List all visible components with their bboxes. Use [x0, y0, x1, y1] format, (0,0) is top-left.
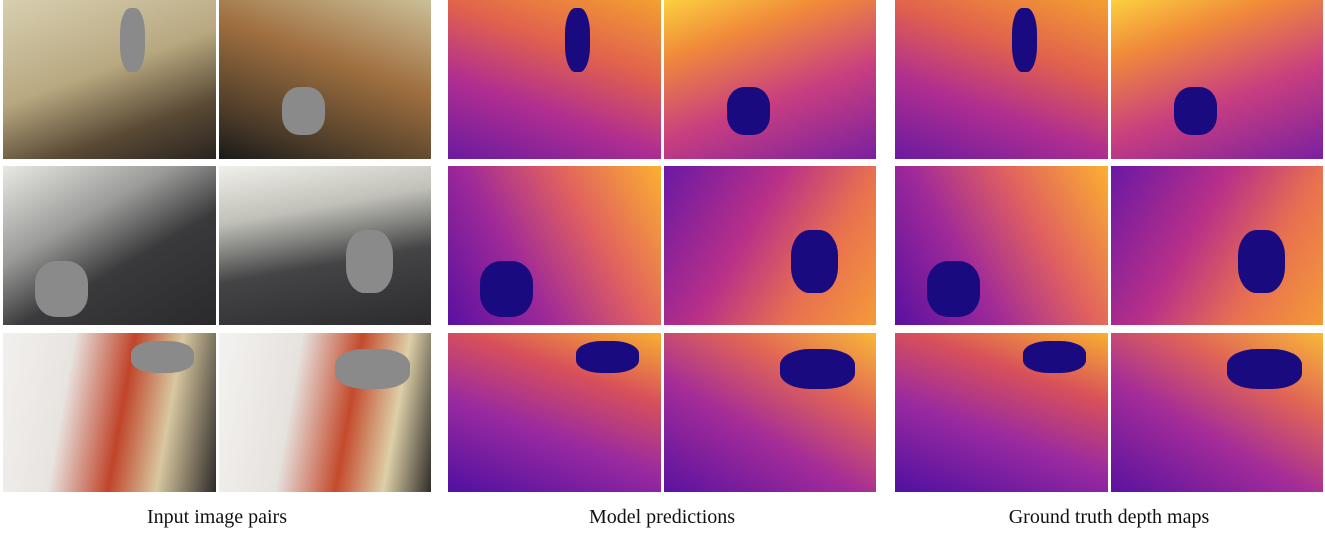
- caption: Ground truth depth maps: [1008, 506, 1210, 528]
- image-pair: [3, 333, 431, 492]
- invalid-region: [1011, 7, 1038, 72]
- invalid-region: [1238, 229, 1285, 294]
- depth-map: [1110, 0, 1323, 159]
- depth-map: [895, 333, 1108, 492]
- image-pair: [3, 0, 431, 159]
- invalid-region: [575, 340, 640, 373]
- image-pair: [448, 333, 876, 492]
- image-pair: [448, 0, 876, 159]
- depth-map: [895, 0, 1108, 159]
- depth-map: [663, 333, 876, 492]
- depth-map: [448, 166, 661, 325]
- invalid-region: [780, 348, 855, 389]
- missing-depth: [335, 348, 410, 389]
- missing-depth: [119, 7, 146, 72]
- missing-depth: [130, 340, 195, 373]
- caption: Model predictions: [588, 506, 736, 528]
- invalid-region: [479, 261, 533, 318]
- input-image: [3, 0, 216, 159]
- depth-map: [663, 0, 876, 159]
- invalid-region: [1022, 340, 1087, 373]
- invalid-region: [926, 261, 980, 318]
- input-image: [218, 333, 431, 492]
- input-image: [218, 166, 431, 325]
- missing-depth: [346, 229, 393, 294]
- depth-map: [448, 333, 661, 492]
- input-image: [3, 166, 216, 325]
- input-image: [3, 333, 216, 492]
- image-pair: [895, 333, 1323, 492]
- missing-depth: [282, 87, 325, 136]
- input-image: [218, 0, 431, 159]
- image-pair: [448, 166, 876, 325]
- invalid-region: [564, 7, 591, 72]
- depth-map: [663, 166, 876, 325]
- caption: Input image pairs: [147, 506, 287, 528]
- input-column: Input image pairs: [3, 0, 431, 535]
- depth-map: [448, 0, 661, 159]
- missing-depth: [34, 261, 88, 318]
- depth-map: [1110, 166, 1323, 325]
- ground-truth-column: Ground truth depth maps: [895, 0, 1323, 535]
- prediction-column: Model predictions: [448, 0, 876, 535]
- image-pair: [895, 166, 1323, 325]
- invalid-region: [727, 87, 770, 136]
- image-pair: [3, 166, 431, 325]
- invalid-region: [1227, 348, 1302, 389]
- image-pair: [895, 0, 1323, 159]
- invalid-region: [1174, 87, 1217, 136]
- depth-map: [895, 166, 1108, 325]
- depth-map: [1110, 333, 1323, 492]
- invalid-region: [791, 229, 838, 294]
